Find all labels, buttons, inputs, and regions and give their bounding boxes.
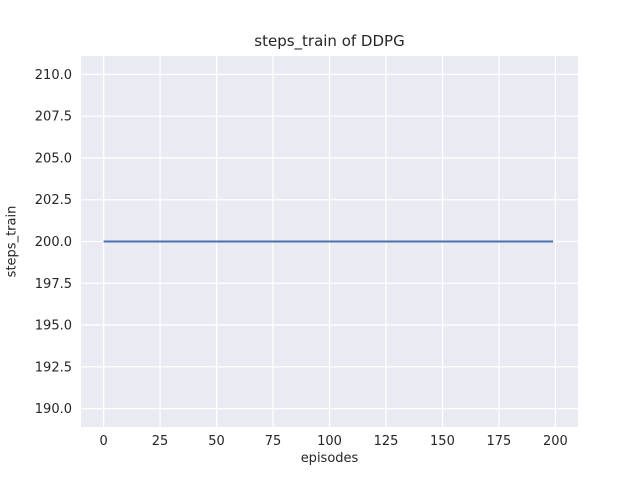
chart-title: steps_train of DDPG (254, 32, 405, 50)
x-tick-label: 50 (208, 434, 225, 449)
y-tick-label: 202.5 (35, 193, 72, 208)
x-tick-label: 100 (317, 434, 342, 449)
y-tick-label: 200.0 (35, 235, 72, 250)
x-tick-label: 175 (487, 434, 512, 449)
x-tick-label: 25 (152, 434, 169, 449)
y-axis-label: steps_train (4, 205, 20, 278)
x-tick-label: 0 (99, 434, 107, 449)
x-axis-label: episodes (300, 451, 359, 466)
y-tick-label: 195.0 (35, 319, 72, 334)
x-tick-label: 75 (265, 434, 282, 449)
y-tick-label: 192.5 (35, 360, 72, 375)
y-tick-label: 207.5 (35, 110, 72, 125)
x-tick-label: 150 (430, 434, 455, 449)
x-tick-label: 125 (374, 434, 399, 449)
x-tick-label: 200 (543, 434, 568, 449)
y-tick-label: 190.0 (35, 402, 72, 417)
y-tick-label: 210.0 (35, 68, 72, 83)
y-tick-label: 205.0 (35, 151, 72, 166)
y-tick-label: 197.5 (35, 277, 72, 292)
